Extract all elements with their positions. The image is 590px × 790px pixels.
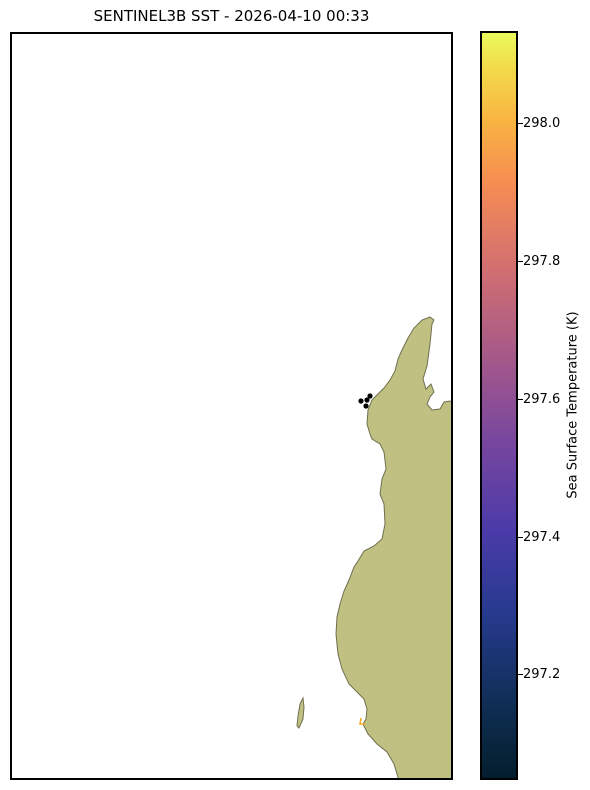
colorbar-tick	[518, 537, 523, 538]
colorbar-tick	[518, 261, 523, 262]
land-mainland	[335, 316, 451, 778]
colorbar-tick	[518, 123, 523, 124]
colorbar-label: Sea Surface Temperature (K)	[565, 311, 581, 499]
observation-point	[358, 398, 364, 404]
colorbar-tick-label: 297.6	[523, 392, 561, 407]
colorbar-tick-label: 297.2	[523, 667, 561, 682]
map-panel	[10, 32, 453, 780]
colorbar-tick	[518, 399, 523, 400]
observation-point	[367, 393, 373, 399]
colorbar	[480, 31, 518, 780]
plot-title: SENTINEL3B SST - 2026-04-10 00:33	[93, 7, 370, 25]
observation-points	[358, 393, 373, 409]
warm-sst-marker	[359, 717, 365, 725]
colorbar-tick-label: 297.4	[523, 530, 561, 545]
land-island	[296, 696, 305, 729]
colorbar-tick-label: 298.0	[523, 116, 561, 131]
observation-point	[364, 397, 370, 403]
colorbar-tick-label: 297.8	[523, 254, 561, 269]
observation-point	[363, 403, 369, 409]
colorbar-tick	[518, 674, 523, 675]
map-svg	[296, 316, 451, 778]
